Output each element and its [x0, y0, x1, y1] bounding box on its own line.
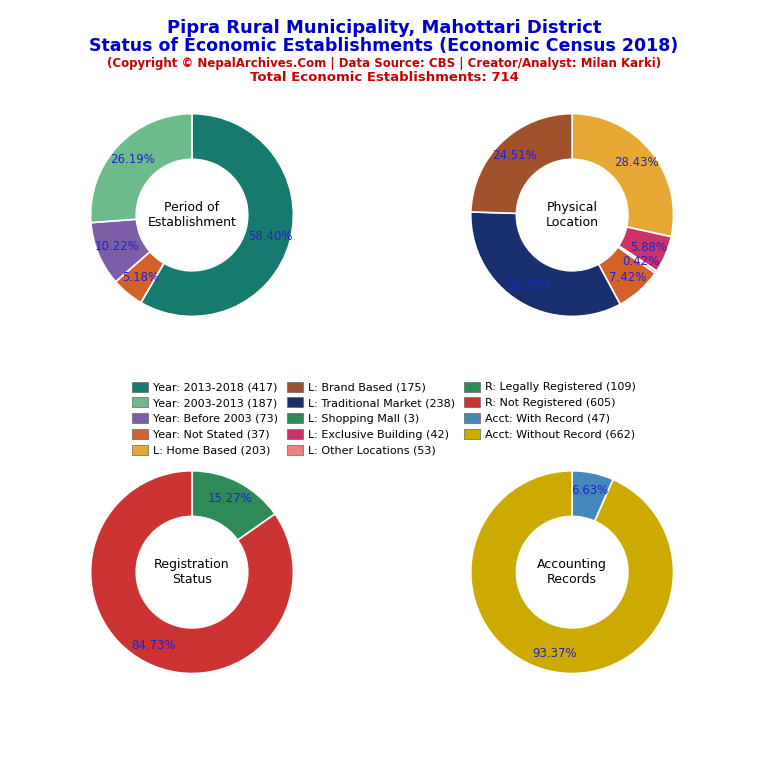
Wedge shape	[141, 114, 293, 316]
Wedge shape	[471, 212, 620, 316]
Text: 5.18%: 5.18%	[122, 271, 159, 284]
Wedge shape	[91, 114, 192, 223]
Text: 28.43%: 28.43%	[614, 157, 659, 170]
Text: Accounting
Records: Accounting Records	[538, 558, 607, 586]
Wedge shape	[619, 227, 671, 271]
Text: 26.19%: 26.19%	[110, 154, 155, 167]
Wedge shape	[471, 114, 572, 214]
Text: 33.33%: 33.33%	[506, 280, 551, 293]
Text: (Copyright © NepalArchives.Com | Data Source: CBS | Creator/Analyst: Milan Karki: (Copyright © NepalArchives.Com | Data So…	[107, 57, 661, 70]
Text: 5.88%: 5.88%	[631, 241, 667, 254]
Text: 15.27%: 15.27%	[208, 492, 253, 505]
Text: Registration
Status: Registration Status	[154, 558, 230, 586]
Text: Period of
Establishment: Period of Establishment	[147, 201, 237, 229]
Legend: Year: 2013-2018 (417), Year: 2003-2013 (187), Year: Before 2003 (73), Year: Not : Year: 2013-2018 (417), Year: 2003-2013 (…	[127, 377, 641, 460]
Text: 6.63%: 6.63%	[571, 485, 608, 498]
Wedge shape	[617, 246, 657, 273]
Text: Status of Economic Establishments (Economic Census 2018): Status of Economic Establishments (Econo…	[89, 37, 679, 55]
Text: Total Economic Establishments: 714: Total Economic Establishments: 714	[250, 71, 518, 84]
Wedge shape	[471, 471, 674, 674]
Text: 58.40%: 58.40%	[248, 230, 293, 243]
Wedge shape	[116, 252, 164, 303]
Text: 93.37%: 93.37%	[533, 647, 578, 660]
Text: 10.22%: 10.22%	[94, 240, 140, 253]
Text: Physical
Location: Physical Location	[545, 201, 599, 229]
Wedge shape	[91, 219, 150, 282]
Text: 84.73%: 84.73%	[131, 640, 176, 652]
Text: 24.51%: 24.51%	[492, 149, 537, 162]
Wedge shape	[91, 471, 293, 674]
Wedge shape	[572, 471, 613, 521]
Text: 7.42%: 7.42%	[609, 270, 646, 283]
Wedge shape	[192, 471, 275, 540]
Wedge shape	[572, 114, 674, 237]
Text: 0.42%: 0.42%	[622, 256, 660, 268]
Wedge shape	[598, 247, 655, 304]
Text: Pipra Rural Municipality, Mahottari District: Pipra Rural Municipality, Mahottari Dist…	[167, 19, 601, 37]
